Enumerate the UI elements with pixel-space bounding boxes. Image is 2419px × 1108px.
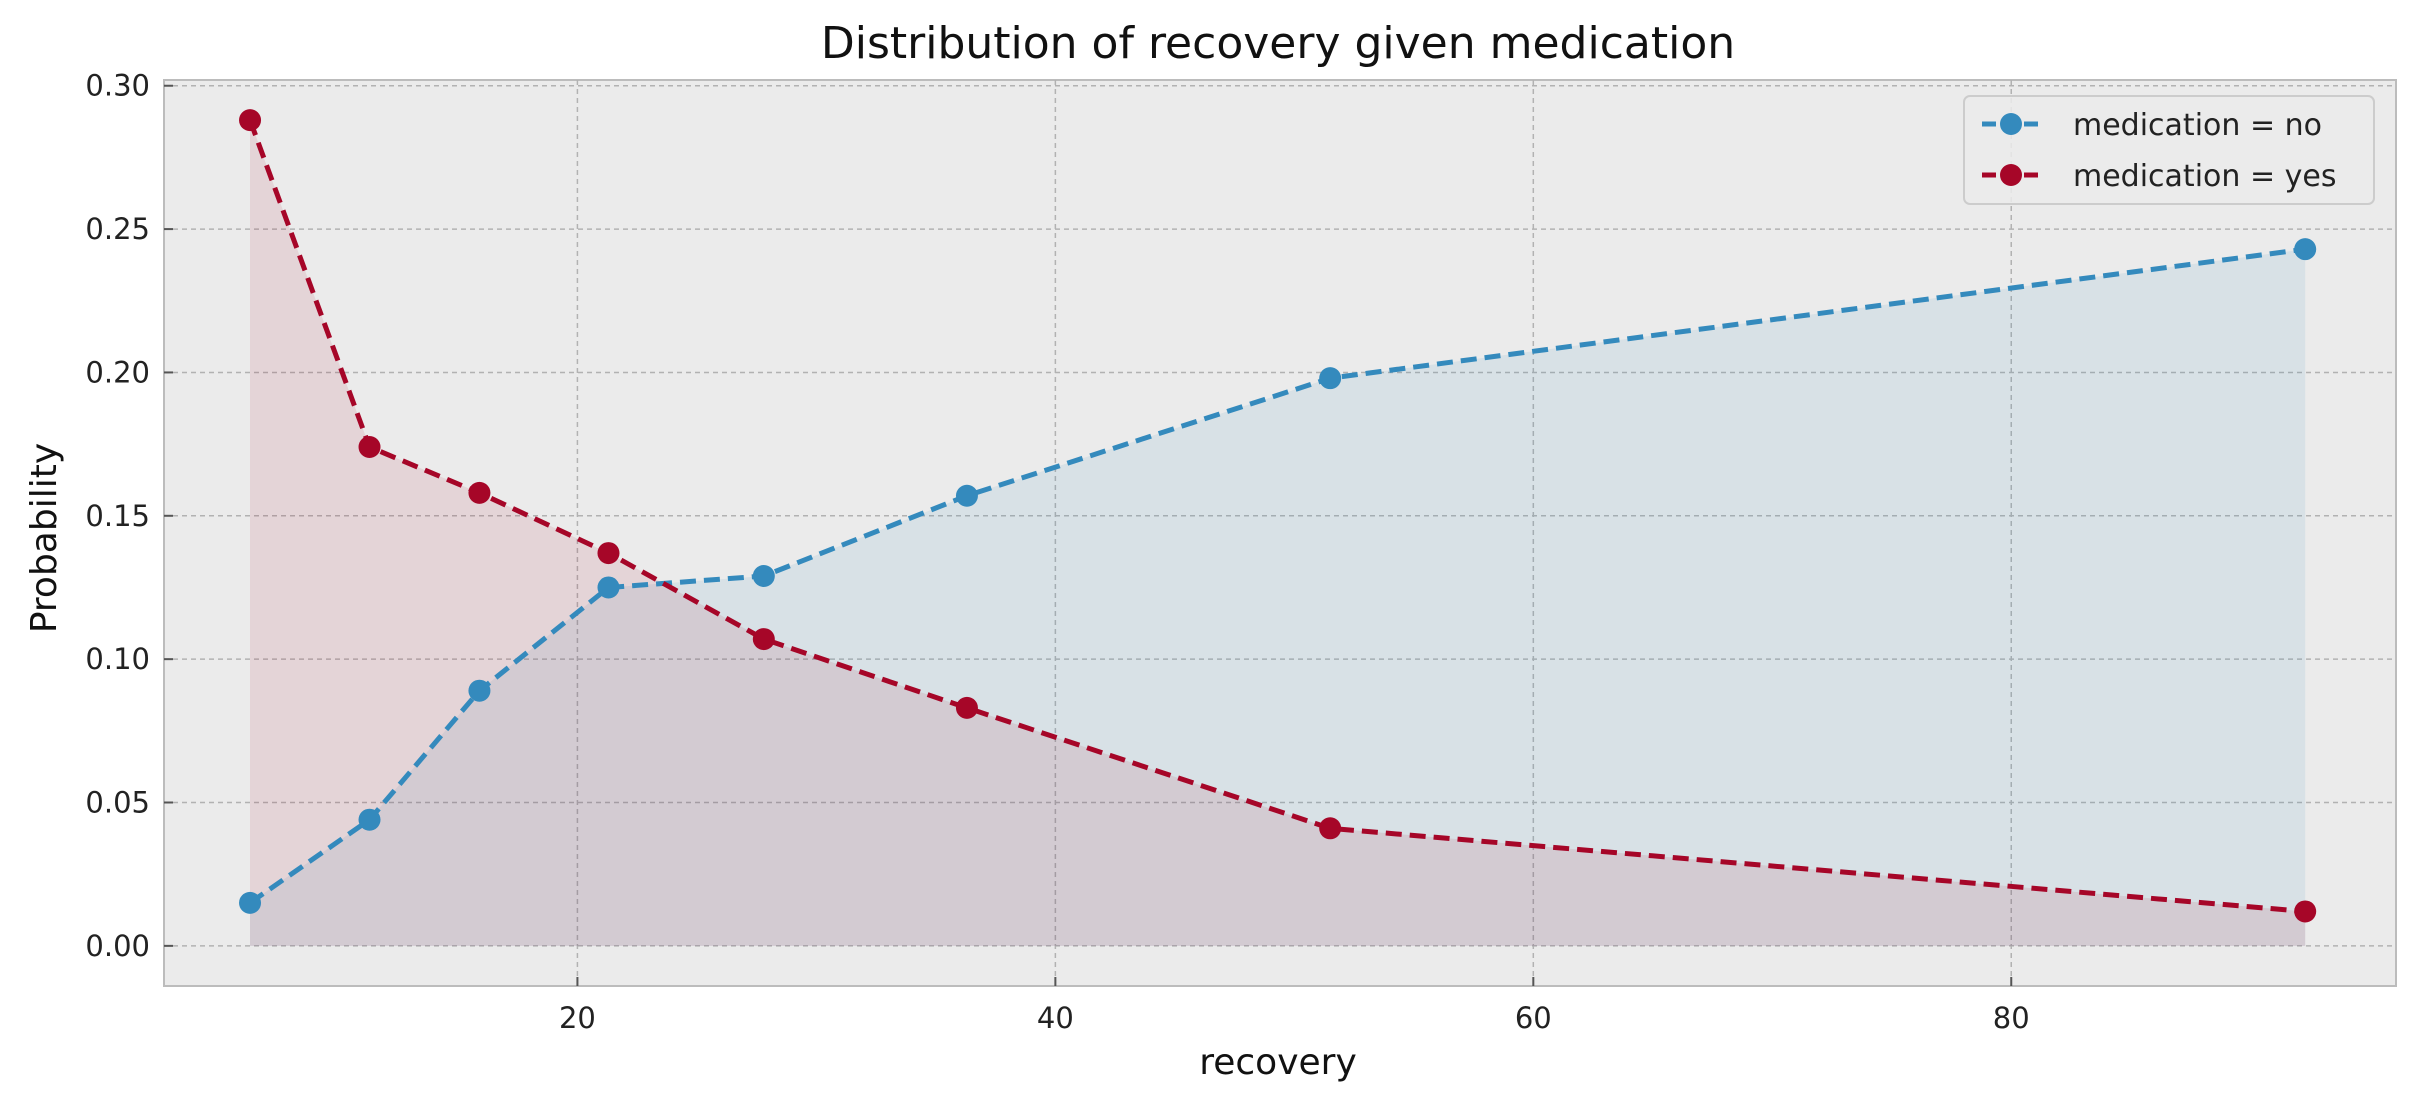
data-point-no xyxy=(1319,367,1342,390)
series-line-no xyxy=(248,246,2306,905)
legend-marker-no xyxy=(2000,113,2022,135)
legend-label-no: medication = no xyxy=(2073,108,2322,143)
legend-item-yes: medication = yes xyxy=(1982,159,2336,194)
data-point-no xyxy=(2294,238,2317,261)
y-tick-label: 0.20 xyxy=(85,355,150,389)
x-tick-label: 60 xyxy=(1515,1001,1552,1035)
x-axis-ticks: 20 40 60 80 xyxy=(559,977,2030,1035)
y-tick-label: 0.10 xyxy=(85,642,150,676)
legend-label-yes: medication = yes xyxy=(2073,159,2336,194)
data-point-yes xyxy=(597,542,620,565)
series-fills xyxy=(250,120,2306,946)
data-point-no xyxy=(955,484,978,507)
legend-marker-yes xyxy=(2000,164,2022,186)
chart-title: Distribution of recovery given medicatio… xyxy=(821,18,1735,69)
y-axis-ticks: 0.00 0.05 0.10 0.15 0.20 0.25 0.30 xyxy=(85,69,173,963)
data-point-no xyxy=(468,679,491,702)
data-point-no xyxy=(597,576,620,599)
data-point-yes xyxy=(358,435,381,458)
y-tick-label: 0.15 xyxy=(85,499,150,533)
x-axis-title: recovery xyxy=(1199,1042,1357,1083)
y-tick-label: 0.25 xyxy=(85,212,150,246)
x-tick-label: 80 xyxy=(1993,1001,2030,1035)
legend: medication = no medication = yes xyxy=(1963,95,2375,205)
y-tick-label: 0.00 xyxy=(85,929,150,963)
series-lines xyxy=(247,119,2306,914)
grid xyxy=(164,80,2396,986)
legend-box xyxy=(1963,95,2375,205)
series-fill-no xyxy=(250,249,2306,946)
y-tick-label: 0.05 xyxy=(85,786,150,820)
data-point-no xyxy=(752,565,775,588)
x-tick-label: 20 xyxy=(559,1001,596,1035)
data-point-no xyxy=(239,891,262,914)
data-point-yes xyxy=(2294,900,2317,923)
plot-background xyxy=(163,79,2397,987)
series-fill-yes xyxy=(250,120,2306,946)
legend-item-no: medication = no xyxy=(1982,108,2322,143)
data-point-yes xyxy=(1319,817,1342,840)
data-point-no xyxy=(358,808,381,831)
data-point-yes xyxy=(752,628,775,651)
data-point-yes xyxy=(955,696,978,719)
x-tick-label: 40 xyxy=(1037,1001,1074,1035)
data-point-yes xyxy=(239,109,262,132)
y-axis-title: Probability xyxy=(24,443,65,633)
series-line-yes xyxy=(247,119,2306,914)
y-tick-label: 0.30 xyxy=(85,69,150,103)
series-points xyxy=(239,109,2317,923)
data-point-yes xyxy=(468,481,491,504)
